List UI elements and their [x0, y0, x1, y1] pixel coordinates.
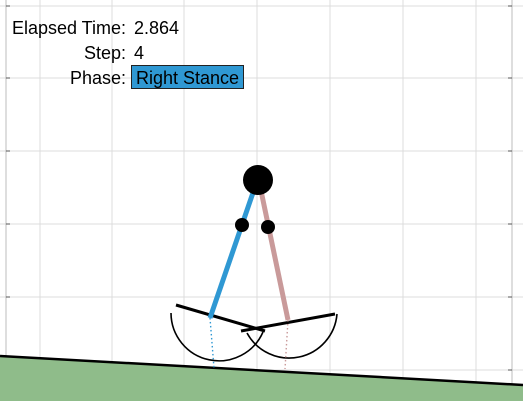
left-knee-mass — [235, 218, 249, 232]
right-leg — [256, 180, 291, 321]
phase-status-badge: Right Stance — [131, 65, 245, 89]
right-foot — [240, 312, 338, 370]
ground-slope — [0, 356, 523, 401]
ground-edge-line — [0, 354, 523, 387]
right-knee-mass — [261, 220, 275, 234]
phase-row: Phase: Right Stance — [0, 65, 300, 89]
elapsed-time-value: 2.864 — [134, 18, 180, 38]
step-row: Step: 4 — [0, 42, 300, 64]
left-foot — [170, 303, 266, 369]
step-value: 4 — [134, 43, 145, 63]
left-leg — [207, 180, 260, 319]
elapsed-time-label: Elapsed Time: — [11, 18, 126, 38]
elapsed-time-row: Elapsed Time: 2.864 — [0, 17, 300, 39]
hip-mass — [243, 165, 273, 195]
step-label: Step: — [83, 43, 126, 63]
phase-label: Phase: — [69, 68, 126, 88]
